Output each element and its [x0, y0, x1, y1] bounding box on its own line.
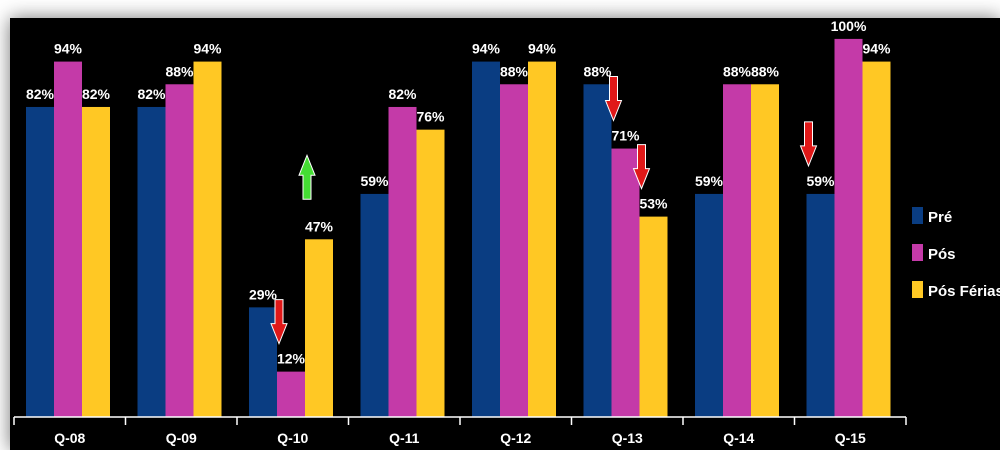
value-label-pos-ferias-q-09: 94%	[193, 41, 222, 57]
value-label-pre-q-13: 88%	[583, 63, 612, 79]
bar-pos-q-09	[165, 84, 194, 418]
green-up-arrow-icon-q-10-1	[298, 153, 316, 200]
value-label-pre-q-10: 29%	[249, 286, 278, 302]
value-label-pos-q-12: 88%	[500, 63, 529, 79]
bar-pos-ferias-q-13	[639, 216, 668, 417]
value-label-pos-ferias-q-15: 94%	[862, 41, 891, 57]
bar-pos-ferias-q-10	[305, 239, 333, 417]
legend-swatch-pos-ferias	[912, 281, 923, 298]
bar-pos-q-13	[611, 148, 640, 418]
category-labels-layer: Q-08 Q-09 Q-10 Q-11 Q-12 Q-13 Q-14 Q-15	[54, 430, 866, 446]
red-down-arrow-icon-q-13-3	[632, 144, 651, 190]
category-label-q-08: Q-08	[54, 430, 85, 446]
category-label-q-12: Q-12	[500, 430, 531, 446]
category-label-q-09: Q-09	[166, 430, 197, 446]
legend-swatch-pre	[912, 207, 923, 224]
bar-pos-q-15	[834, 38, 863, 418]
bar-pos-ferias-q-09	[193, 61, 222, 417]
bar-pre-q-09	[137, 106, 166, 417]
bar-pos-ferias-q-08	[82, 106, 110, 417]
value-label-pos-ferias-q-10: 47%	[305, 218, 334, 234]
bar-pos-q-12	[500, 84, 528, 418]
category-label-q-13: Q-13	[612, 430, 643, 446]
bar-pos-q-08	[54, 61, 82, 417]
x-axis	[13, 416, 907, 425]
value-label-pos-q-11: 82%	[388, 86, 417, 102]
value-label-pre-q-12: 94%	[472, 41, 501, 57]
value-label-pos-ferias-q-14: 88%	[751, 63, 780, 79]
legend-label-pos: Pós	[928, 246, 956, 263]
value-label-pos-q-15: 100%	[831, 18, 867, 34]
bar-pos-ferias-q-14	[751, 84, 779, 418]
category-label-q-14: Q-14	[723, 430, 754, 446]
red-down-arrow-icon-q-15-4	[799, 121, 818, 168]
value-label-pos-q-13: 71%	[611, 128, 640, 144]
bar-pos-ferias-q-11	[416, 129, 445, 417]
value-label-pre-q-14: 59%	[695, 173, 724, 189]
value-labels-layer: 82% 82% 29% 59% 94% 88% 59% 59% 94% 88% 12% 82% 88% 7…	[26, 18, 891, 367]
value-label-pre-q-08: 82%	[26, 86, 55, 102]
value-label-pos-ferias-q-11: 76%	[416, 109, 445, 125]
bar-pre-q-15	[806, 193, 835, 417]
value-label-pos-ferias-q-13: 53%	[639, 196, 668, 212]
value-label-pos-ferias-q-12: 94%	[528, 41, 557, 57]
value-label-pre-q-09: 82%	[137, 86, 166, 102]
value-label-pre-q-11: 59%	[360, 173, 389, 189]
bar-pos-ferias-q-12	[528, 61, 556, 417]
bar-pre-q-14	[695, 193, 723, 417]
value-label-pos-q-10: 12%	[277, 351, 306, 367]
value-label-pos-q-14: 88%	[723, 63, 752, 79]
bar-pos-ferias-q-15	[862, 61, 891, 417]
bar-pre-q-08	[26, 106, 54, 417]
bar-pre-q-12	[472, 61, 500, 417]
bar-pre-q-13	[583, 84, 612, 418]
category-label-q-10: Q-10	[277, 430, 308, 446]
category-label-q-15: Q-15	[835, 430, 866, 446]
value-label-pre-q-15: 59%	[806, 173, 835, 189]
bar-pos-q-11	[388, 106, 417, 417]
bars-layer	[26, 38, 891, 418]
value-label-pos-ferias-q-08: 82%	[82, 86, 111, 102]
legend-label-pos-ferias: Pós Férias	[928, 283, 1000, 300]
legend: Pré Pós Pós Férias	[912, 207, 1000, 300]
red-down-arrow-icon-q-13-2	[604, 76, 623, 122]
legend-swatch-pos	[912, 244, 923, 261]
bar-pre-q-11	[360, 193, 389, 417]
value-label-pos-q-09: 88%	[165, 63, 194, 79]
bar-pos-q-10	[277, 371, 305, 417]
annotation-arrows-layer	[270, 76, 818, 345]
category-label-q-11: Q-11	[389, 430, 420, 446]
red-down-arrow-icon-q-10-0	[270, 299, 288, 345]
value-label-pos-q-08: 94%	[54, 41, 83, 57]
legend-label-pre: Pré	[928, 209, 952, 226]
bar-pos-q-14	[723, 84, 751, 418]
